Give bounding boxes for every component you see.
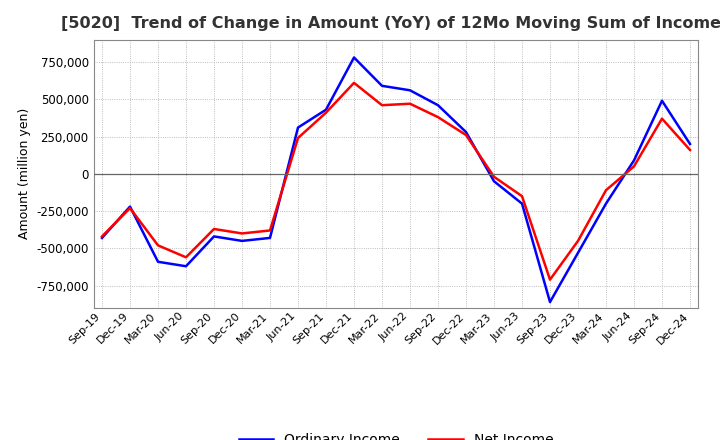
Ordinary Income: [210, 234, 218, 239]
Net Income: [602, 187, 611, 193]
Net Income: [574, 238, 582, 244]
Net Income: [210, 226, 218, 231]
Legend: Ordinary Income, Net Income: Ordinary Income, Net Income: [233, 428, 559, 440]
Net Income: [238, 231, 246, 236]
Ordinary Income: [657, 98, 666, 103]
Ordinary Income: [126, 204, 135, 209]
Ordinary Income: [630, 158, 639, 163]
Net Income: [294, 136, 302, 141]
Ordinary Income: [574, 250, 582, 256]
Ordinary Income: [350, 55, 359, 60]
Net Income: [98, 234, 107, 239]
Ordinary Income: [181, 264, 190, 269]
Ordinary Income: [153, 259, 162, 264]
Y-axis label: Amount (million yen): Amount (million yen): [18, 108, 31, 239]
Net Income: [685, 147, 694, 153]
Net Income: [181, 255, 190, 260]
Ordinary Income: [546, 299, 554, 304]
Ordinary Income: [294, 125, 302, 130]
Ordinary Income: [685, 141, 694, 147]
Ordinary Income: [98, 235, 107, 241]
Ordinary Income: [602, 201, 611, 206]
Net Income: [378, 103, 387, 108]
Net Income: [405, 101, 414, 106]
Ordinary Income: [433, 103, 442, 108]
Ordinary Income: [266, 235, 274, 241]
Ordinary Income: [405, 88, 414, 93]
Ordinary Income: [238, 238, 246, 244]
Ordinary Income: [378, 83, 387, 88]
Net Income: [350, 80, 359, 85]
Ordinary Income: [518, 201, 526, 206]
Ordinary Income: [490, 179, 498, 184]
Net Income: [153, 243, 162, 248]
Net Income: [518, 194, 526, 199]
Net Income: [322, 110, 330, 115]
Net Income: [630, 164, 639, 169]
Net Income: [657, 116, 666, 121]
Ordinary Income: [462, 129, 470, 135]
Line: Net Income: Net Income: [102, 83, 690, 280]
Title: [5020]  Trend of Change in Amount (YoY) of 12Mo Moving Sum of Incomes: [5020] Trend of Change in Amount (YoY) o…: [61, 16, 720, 32]
Net Income: [266, 228, 274, 233]
Net Income: [126, 205, 135, 211]
Ordinary Income: [322, 107, 330, 112]
Line: Ordinary Income: Ordinary Income: [102, 58, 690, 302]
Net Income: [433, 114, 442, 120]
Net Income: [490, 174, 498, 180]
Net Income: [546, 277, 554, 282]
Net Income: [462, 132, 470, 138]
